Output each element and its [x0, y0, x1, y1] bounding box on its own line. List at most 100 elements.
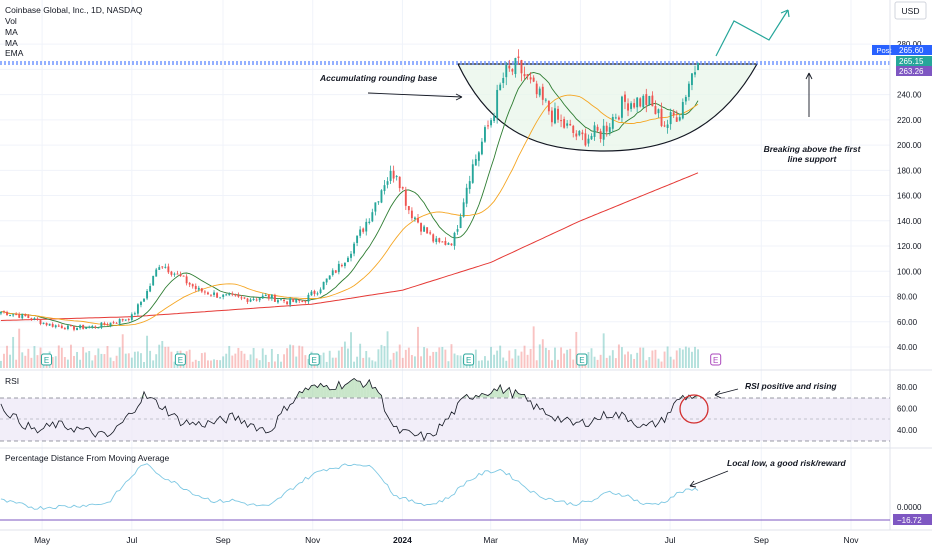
volume-bar [493, 354, 496, 368]
candle-body [12, 314, 15, 316]
candle-body [614, 117, 617, 119]
candle-body [511, 69, 514, 72]
volume-bar [106, 346, 109, 368]
volume-bar [36, 355, 39, 368]
candle-body [316, 293, 319, 295]
candle-body [258, 298, 261, 301]
volume-bar [225, 353, 228, 368]
candle-body [197, 287, 200, 290]
volume-bar [426, 348, 429, 368]
candle-body [554, 108, 556, 124]
candle-body [73, 326, 75, 330]
candle-body [325, 278, 328, 283]
candle-body [167, 266, 170, 273]
time-tick-0: May [34, 535, 51, 545]
rsi-overbought-fill [521, 394, 525, 398]
candle-body [663, 125, 666, 127]
volume-bar [517, 355, 520, 368]
time-tick-4: 2024 [393, 535, 412, 545]
pct-axis: 0.0000 −16.72 [893, 503, 932, 525]
rsi-overbought-fill [372, 387, 376, 398]
volume-bar [188, 349, 191, 368]
volume-bar [167, 346, 170, 368]
rsi-overbought-fill [314, 384, 318, 398]
post-price-tag [896, 45, 932, 55]
candle-body [36, 318, 39, 320]
candle-body [438, 238, 441, 242]
rsi-pane: RSI RSI positive and rising [0, 376, 890, 442]
candle-body [228, 293, 231, 296]
volume-bar [270, 348, 273, 368]
volume-bar [91, 360, 94, 368]
candle-body [210, 294, 212, 296]
annotation-rounding-base: Accumulating rounding base [319, 73, 437, 83]
candle-body [334, 270, 337, 273]
earnings-marker[interactable] [308, 353, 320, 366]
volume-bar [350, 332, 352, 368]
volume-bar [657, 358, 660, 368]
earnings-marker[interactable] [576, 353, 588, 366]
candle-body [599, 131, 602, 139]
volume-bar [246, 360, 249, 368]
volume-bar [152, 360, 155, 368]
rsi-overbought-fill [357, 380, 361, 398]
earnings-marker-label: E [178, 356, 183, 365]
volume-bar [666, 346, 669, 368]
candle-body [51, 323, 54, 327]
candle-body [672, 112, 675, 116]
candle-body [417, 218, 419, 223]
volume-bar [121, 334, 124, 368]
volume-bar [368, 357, 371, 368]
volume-bar [541, 339, 544, 368]
volume-bar [648, 357, 651, 368]
candle-body [0, 311, 2, 314]
volume-bar [54, 356, 57, 368]
volume-bar [331, 357, 334, 368]
legend-vol: Vol [5, 16, 17, 26]
candle-body [541, 86, 544, 100]
candle-body [188, 282, 191, 285]
candle-body [420, 223, 422, 232]
candle-body [140, 301, 142, 305]
earnings-marker[interactable] [174, 353, 186, 366]
candle-body [350, 253, 352, 258]
candle-body [642, 95, 645, 108]
last-price-value: 265.15 [899, 57, 924, 66]
volume-bar [112, 361, 115, 368]
volume-bar [550, 360, 553, 368]
post-tag-label: Post [876, 46, 892, 55]
earnings-marker[interactable] [41, 353, 53, 366]
candle-body [660, 108, 663, 126]
volume-bar [328, 350, 331, 368]
volume-bar [410, 355, 413, 368]
earnings-marker[interactable] [710, 353, 722, 366]
rsi-overbought-fill [323, 385, 327, 398]
candle-body [550, 110, 553, 123]
candle-body [127, 319, 130, 321]
candle-body [328, 275, 331, 280]
currency-button[interactable]: USD [894, 1, 927, 20]
arrow-rounding-base [367, 92, 463, 98]
volume-bar [587, 352, 590, 368]
rsi-overbought-fill [360, 381, 364, 398]
time-tick-6: May [572, 535, 589, 545]
earnings-marker-label: E [713, 356, 718, 365]
volume-bar [258, 360, 261, 368]
projection-arrow [715, 9, 789, 57]
volume-bar [438, 347, 441, 368]
volume-bar [273, 361, 276, 368]
earnings-marker-label: E [312, 356, 317, 365]
time-axis[interactable]: May Jul Sep Nov 2024 Mar May Jul Sep Nov [34, 535, 859, 545]
volume-bar [417, 326, 419, 368]
volume-bar [206, 360, 209, 368]
earnings-marker[interactable] [463, 353, 475, 366]
annotation-breakout-1: Breaking above the first [764, 144, 862, 154]
rsi-tick-2: 80.00 [897, 383, 918, 392]
volume-bar [197, 360, 200, 368]
volume-bar [24, 355, 27, 368]
candle-body [66, 325, 69, 329]
candle-body [152, 275, 155, 286]
annotations: Accumulating rounding base Breaking abov… [319, 9, 862, 164]
rsi-overbought-fill [366, 379, 370, 398]
